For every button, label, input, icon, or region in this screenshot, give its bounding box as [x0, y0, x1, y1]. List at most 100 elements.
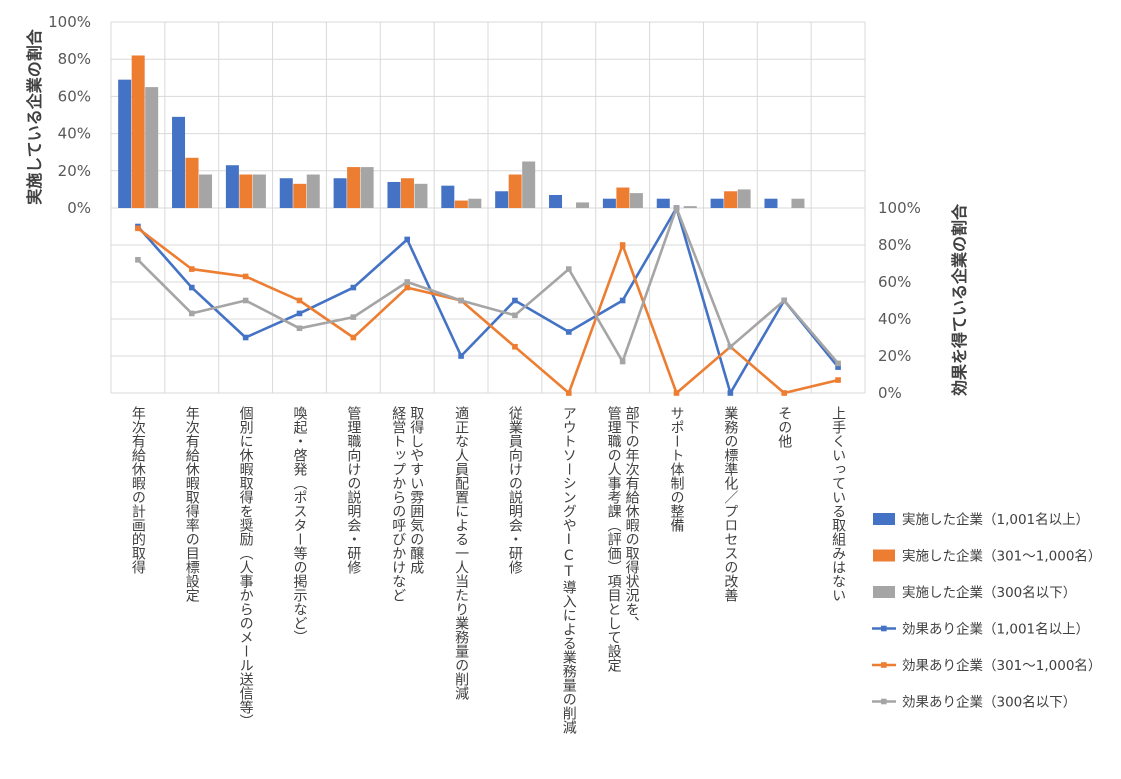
line-point — [404, 284, 411, 291]
line-point — [350, 314, 357, 320]
bar-axis-tick-label: 40% — [58, 125, 91, 143]
line-point — [835, 360, 841, 367]
legend-marker — [881, 698, 887, 705]
line-point — [565, 329, 572, 335]
category-label: 部下の年次有給休暇の取得状況を、 — [624, 406, 640, 630]
line-point — [835, 364, 841, 370]
bar-axis-tick-label: 60% — [58, 87, 91, 105]
line-point — [673, 205, 680, 211]
series-line — [136, 206, 840, 395]
bar — [414, 183, 428, 208]
line-point — [296, 325, 303, 332]
bar — [279, 178, 293, 208]
line-point — [512, 297, 518, 304]
legend-label: 実施した企業（1,001名以上） — [902, 511, 1089, 528]
category-label: 管理職の人事考課（評価）項目として設定 — [606, 406, 622, 673]
bar-series-group — [118, 55, 805, 209]
bar — [225, 165, 239, 208]
line-point — [727, 390, 734, 396]
bar — [710, 198, 724, 208]
legend: 実施した企業（1,001名以上） 実施した企業（301～1,000名） 実施した企業… — [872, 511, 1101, 711]
bar — [724, 191, 738, 208]
category-label: その他 — [776, 406, 792, 449]
line-point — [242, 297, 249, 304]
bar — [185, 157, 199, 208]
line-axis-tick-label: 20% — [878, 347, 911, 365]
bar — [629, 193, 643, 208]
bar — [293, 183, 307, 208]
bar — [602, 198, 616, 208]
legend-marker — [881, 662, 887, 668]
legend-label: 実施した企業（300名以下） — [902, 584, 1076, 601]
category-label: 取得しやすい雰囲気の醸成 — [408, 406, 424, 575]
line-point — [350, 284, 357, 291]
bar-series — [131, 55, 738, 209]
bar — [145, 87, 159, 208]
bar — [118, 79, 132, 208]
series-line — [136, 206, 840, 365]
bar — [360, 167, 374, 208]
line-point — [619, 297, 626, 304]
legend-item: 実施した企業（300名以下） — [873, 584, 1076, 601]
line-point — [188, 284, 195, 291]
bar — [387, 181, 401, 208]
line-point — [835, 377, 841, 383]
category-labels: 年次有給休暇の計画的取得 年次有給休暇取得率の目標設定 個別に休暇取得を奨励（人事か… — [130, 405, 846, 735]
line-point — [188, 266, 195, 272]
line-point — [404, 279, 411, 285]
bar — [764, 198, 778, 208]
bar — [576, 202, 590, 208]
legend-label: 効果あり企業（301～1,000名） — [902, 657, 1101, 674]
line-point — [242, 334, 249, 341]
axis-ticks: 0% 20% 40% 60% 80% 100% 0% 20% 40% 60% 80% 100% — [48, 13, 921, 402]
line-series — [135, 205, 841, 367]
line-point — [242, 273, 249, 280]
line-point — [135, 257, 141, 263]
bar-axis-tick-label: 0% — [67, 199, 91, 217]
bar — [522, 161, 536, 208]
line-point — [727, 343, 734, 350]
legend-marker — [881, 625, 887, 632]
line-point — [188, 310, 195, 317]
category-label: 喚起・啓発（ポスター等の掲示など） — [292, 406, 308, 644]
bar — [791, 198, 805, 208]
legend-item: 実施した企業（1,001名以上） — [873, 511, 1089, 528]
bar — [441, 185, 455, 208]
line-axis-tick-label: 100% — [878, 199, 921, 217]
line-axis-tick-label: 80% — [878, 236, 911, 254]
line-axis-tick-label: 60% — [878, 273, 911, 291]
bar — [172, 116, 186, 208]
bar — [616, 187, 630, 208]
bar — [468, 198, 482, 208]
category-label: 従業員向けの説明会・研修 — [507, 406, 523, 574]
line-point — [565, 266, 572, 272]
legend-item: 効果あり企業（1,001名以上） — [872, 621, 1089, 638]
bar — [549, 194, 563, 208]
line-axis-tick-label: 0% — [878, 384, 902, 402]
line-point — [512, 343, 518, 350]
bar — [252, 174, 266, 208]
line-point — [619, 358, 626, 365]
bar-axis-tick-label: 100% — [48, 13, 91, 31]
category-label: アウトソーシングやICT導入による業務量の削減 — [561, 406, 577, 735]
line-point — [135, 225, 141, 232]
category-label: 年次有給休暇の計画的取得 — [130, 406, 146, 574]
bar — [306, 174, 320, 208]
bar-series — [118, 79, 778, 208]
line-point — [512, 312, 518, 319]
category-label: 管理職向けの説明会・研修 — [345, 406, 361, 574]
legend-label: 効果あり企業（300名以下） — [902, 694, 1076, 711]
category-label: サポート体制の整備 — [669, 406, 685, 532]
line-point — [673, 390, 680, 396]
legend-swatch — [873, 549, 895, 562]
line-point — [565, 390, 572, 396]
legend-item: 効果あり企業（301～1,000名） — [872, 657, 1101, 674]
legend-label: 実施した企業（301～1,000名） — [902, 548, 1101, 565]
legend-label: 効果あり企業（1,001名以上） — [902, 621, 1089, 638]
line-series-group — [135, 205, 841, 396]
line-point — [781, 297, 788, 304]
bar-series — [145, 87, 805, 208]
legend-swatch — [873, 513, 895, 525]
category-label: 経営トップからの呼びかけなど — [390, 406, 406, 602]
